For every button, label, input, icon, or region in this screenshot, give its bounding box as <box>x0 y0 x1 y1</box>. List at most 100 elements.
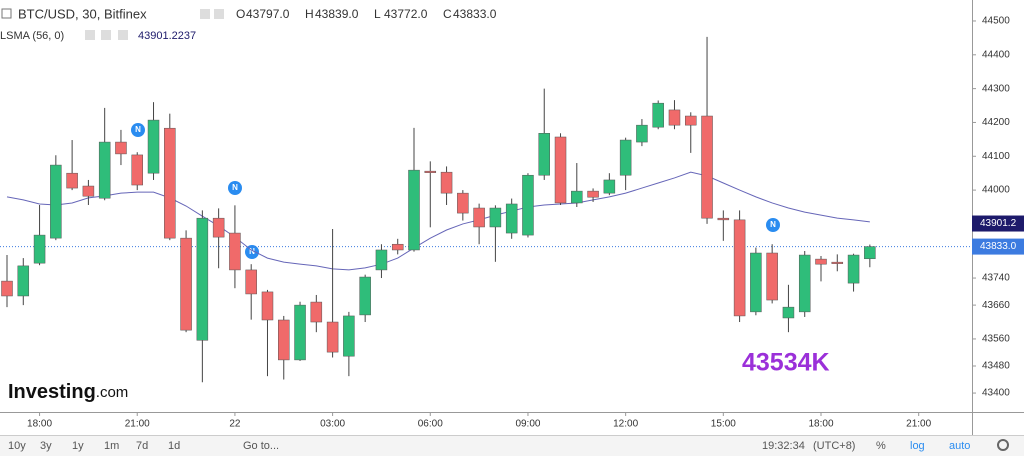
news-icon-letter: N <box>135 125 141 134</box>
icon[interactable] <box>118 30 128 40</box>
candle-body <box>326 321 339 353</box>
x-tick-label: 12:00 <box>613 419 638 430</box>
candle-body <box>408 169 420 251</box>
candle-body <box>652 102 664 128</box>
icon[interactable] <box>101 30 111 40</box>
watermark: Investing.com <box>8 381 128 403</box>
icon[interactable] <box>85 30 95 40</box>
ohlc-label: C <box>443 7 452 21</box>
candle-body <box>668 109 681 126</box>
range-button[interactable]: 1y <box>72 440 84 452</box>
y-tick-label: 43400 <box>982 388 1010 399</box>
watermark-suffix: .com <box>96 384 129 401</box>
candle-body <box>17 265 30 297</box>
candle-body <box>685 115 697 126</box>
candle-body <box>115 141 127 155</box>
candle-body <box>457 192 469 214</box>
candle-body <box>294 304 306 361</box>
candle-body <box>1 280 13 297</box>
news-icon[interactable] <box>245 245 259 259</box>
candle-body <box>245 269 257 295</box>
price-label: 43901.2 <box>980 218 1017 229</box>
candle-body <box>538 133 550 176</box>
y-tick-label: 43480 <box>982 361 1010 372</box>
y-tick-label: 43660 <box>982 300 1010 311</box>
news-icon[interactable] <box>766 218 780 232</box>
x-tick-label: 15:00 <box>711 419 736 430</box>
timezone[interactable]: (UTC+8) <box>813 440 855 452</box>
ohlc-value: 43839.0 <box>315 7 359 21</box>
indicator-name: LSMA (56, 0) <box>0 30 64 42</box>
candle-body <box>440 171 453 194</box>
range-button[interactable]: 1m <box>104 440 119 452</box>
x-tick-label: 21:00 <box>906 419 931 430</box>
clock: 19:32:34 <box>762 440 805 452</box>
icon[interactable] <box>200 9 210 19</box>
news-icon[interactable] <box>228 181 242 195</box>
candle-body <box>98 141 111 199</box>
x-tick-label: 22 <box>229 419 241 430</box>
x-tick-label: 09:00 <box>515 419 540 430</box>
candle-body <box>278 319 290 361</box>
x-tick-label: 18:00 <box>27 419 52 430</box>
y-tick-label: 44500 <box>982 16 1010 27</box>
candle-body <box>391 243 404 251</box>
toolbar <box>0 435 1024 456</box>
icon[interactable] <box>214 9 224 19</box>
goto-button[interactable]: Go to... <box>243 440 279 452</box>
candle-body <box>750 252 762 313</box>
candle-body <box>636 124 648 143</box>
range-button[interactable]: 10y <box>8 440 26 452</box>
y-tick-label: 44000 <box>982 185 1010 196</box>
scale-option[interactable]: % <box>876 440 886 452</box>
range-button[interactable]: 1d <box>168 440 180 452</box>
range-button[interactable]: 3y <box>40 440 52 452</box>
candle-body <box>489 207 502 228</box>
candle-body <box>733 219 746 317</box>
x-tick-label: 06:00 <box>418 419 443 430</box>
settings-icon[interactable] <box>997 439 1009 451</box>
candle-body <box>571 190 583 204</box>
candle-body <box>66 172 78 189</box>
candle-body <box>229 232 241 271</box>
candle-body <box>831 261 844 264</box>
y-tick-label: 44100 <box>982 151 1010 162</box>
scale-option[interactable]: log <box>910 440 925 452</box>
ohlc-value: 43772.0 <box>384 7 428 21</box>
candle-body <box>798 254 811 313</box>
candle-body <box>505 203 518 234</box>
candle-body <box>782 306 795 319</box>
chart-title: BTC/USD, 30, Bitfinex <box>18 6 147 21</box>
candle-body <box>815 258 827 265</box>
range-button[interactable]: 7d <box>136 440 148 452</box>
indicator-value: 43901.2237 <box>138 30 196 42</box>
collapse-icon[interactable] <box>1 8 12 19</box>
ohlc-label: L <box>374 7 381 21</box>
news-icon-letter: N <box>232 183 238 192</box>
y-tick-label: 43740 <box>982 273 1010 284</box>
news-icon[interactable] <box>131 123 145 137</box>
candle-body <box>473 207 485 228</box>
indicator-line <box>6 171 870 271</box>
candle-body <box>864 246 876 260</box>
candle-body <box>164 127 176 239</box>
price-label: 43833.0 <box>980 241 1017 252</box>
candle-body <box>587 190 599 198</box>
header: BTC/USD, 30, Bitfinex LSMA (56, 0) 43901… <box>0 6 224 42</box>
candle-body <box>212 217 225 238</box>
ohlc-value: 43833.0 <box>453 7 497 21</box>
news-icons: N N N N <box>131 123 780 259</box>
candle-body <box>847 254 860 284</box>
ohlc-label: H <box>305 7 314 21</box>
candle-body <box>359 276 371 316</box>
candle-body <box>766 252 778 301</box>
y-tick-label: 44200 <box>982 117 1010 128</box>
ohlc-label: O <box>236 7 245 21</box>
candle-body <box>717 217 730 221</box>
scale-option[interactable]: auto <box>949 440 970 452</box>
x-tick-label: 03:00 <box>320 419 345 430</box>
candle-body <box>196 217 209 341</box>
candle-body <box>603 179 616 194</box>
